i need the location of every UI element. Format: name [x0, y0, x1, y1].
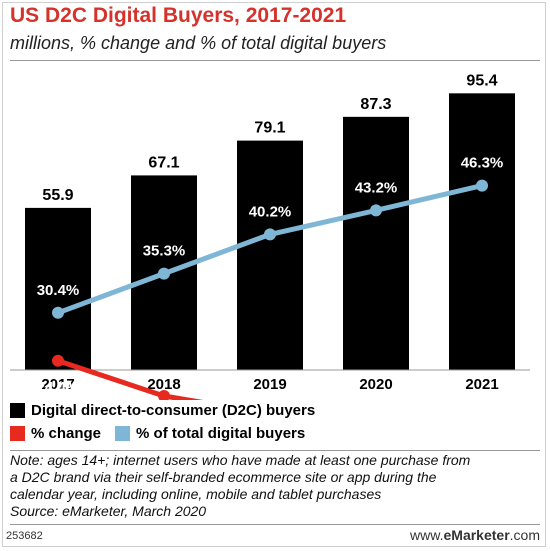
footer-divider	[10, 524, 540, 525]
x-tick-label-2020: 2020	[359, 376, 392, 393]
chart-id: 253682	[6, 530, 43, 542]
pct-total-label-2018: 35.3%	[143, 243, 186, 260]
pct-total-point-2017	[52, 306, 64, 319]
legend-swatch-pct-total	[115, 426, 131, 441]
legend-swatch-d2c-buyers	[10, 403, 25, 418]
pct-total-point-2020	[370, 204, 382, 217]
legend-row-1: Digital direct-to-consumer (D2C) buyers	[10, 402, 315, 419]
pct-total-point-2019	[264, 228, 276, 241]
note-line: calendar year, including online, mobile …	[10, 486, 382, 502]
pct-change-label-2017: 24.4%	[37, 379, 80, 396]
legend-row-2: % change % of total digital buyers	[10, 425, 305, 442]
brand-suffix: .com	[509, 527, 540, 543]
pct-total-point-2021	[476, 179, 488, 192]
legend-swatch-pct-change	[10, 426, 25, 441]
pct-total-label-2021: 46.3%	[461, 155, 504, 172]
legend-divider	[10, 450, 540, 451]
x-tick-label-2021: 2021	[465, 376, 498, 393]
bar-2019	[237, 140, 303, 370]
pct-total-point-2018	[158, 267, 170, 280]
pct-change-point-2018	[158, 390, 170, 400]
chart-subtitle: millions, % change and % of total digita…	[10, 33, 387, 53]
legend-label-d2c-buyers: Digital direct-to-consumer (D2C) buyers	[31, 402, 316, 419]
legend-label-pct-total: % of total digital buyers	[136, 425, 306, 442]
chart-note: Note: ages 14+; internet users who have …	[10, 452, 540, 520]
source-line: Source: eMarketer, March 2020	[10, 503, 207, 519]
brand-prefix: www.	[410, 527, 444, 543]
pct-total-label-2017: 30.4%	[37, 282, 80, 299]
pct-total-label-2020: 43.2%	[355, 179, 398, 196]
pct-change-line	[55, 358, 204, 400]
chart-title: US D2C Digital Buyers, 2017-2021	[10, 4, 347, 27]
bar-2021	[449, 93, 515, 370]
pct-total-label-2019: 40.2%	[249, 203, 292, 220]
bar-label-2017: 55.9	[42, 187, 73, 204]
chart-area: 55.9 67.1 79.1 87.3 95.4 2017 2018 2019 2020 2021…	[10, 72, 530, 400]
title-divider	[10, 60, 540, 61]
brand-name: eMarketer	[443, 527, 510, 543]
pct-change-point-2017	[52, 354, 64, 367]
bar-2017	[25, 207, 91, 370]
legend-label-pct-change: % change	[31, 425, 102, 442]
bar-label-2019: 79.1	[254, 120, 285, 137]
chart-frame	[2, 2, 546, 547]
bar-label-2018: 67.1	[148, 154, 179, 171]
x-tick-label-2017: 2017	[41, 376, 74, 393]
bar-label-2021: 95.4	[466, 72, 497, 89]
note-line: a D2C brand via their self-branded ecomm…	[10, 469, 437, 485]
note-line: Note: ages 14+; internet users who have …	[10, 452, 471, 468]
x-tick-label-2018: 2018	[147, 376, 180, 393]
bar-2020	[343, 116, 409, 370]
brand-logo: www.eMarketer.com	[410, 527, 540, 543]
bar-label-2020: 87.3	[360, 96, 391, 113]
x-tick-label-2019: 2019	[253, 376, 286, 393]
